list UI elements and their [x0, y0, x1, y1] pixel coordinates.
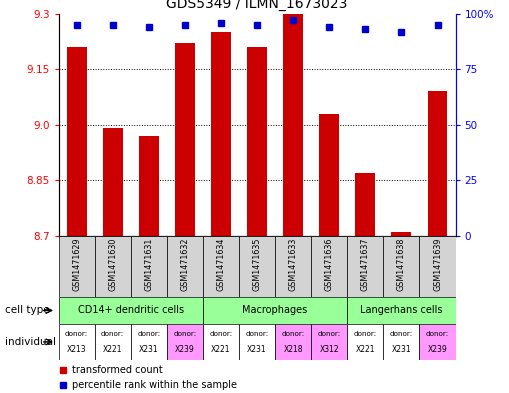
Bar [383, 236, 419, 297]
Text: Macrophages: Macrophages [242, 305, 308, 316]
Bar [203, 324, 239, 360]
Text: X221: X221 [356, 345, 375, 354]
Text: X231: X231 [247, 345, 267, 354]
Text: donor:: donor: [209, 331, 233, 337]
Text: donor:: donor: [173, 331, 196, 337]
Text: Langerhans cells: Langerhans cells [360, 305, 443, 316]
Text: donor:: donor: [318, 331, 341, 337]
Bar [275, 324, 311, 360]
Bar [131, 324, 167, 360]
Text: transformed count: transformed count [72, 365, 163, 375]
Text: X239: X239 [428, 345, 447, 354]
Bar [175, 43, 195, 236]
Text: GSM1471633: GSM1471633 [289, 238, 298, 291]
Bar [103, 129, 123, 236]
Text: donor:: donor: [426, 331, 449, 337]
Text: GSM1471635: GSM1471635 [252, 238, 262, 291]
Bar [167, 236, 203, 297]
Text: GSM1471637: GSM1471637 [361, 238, 370, 291]
Bar [319, 114, 339, 236]
Title: GDS5349 / ILMN_1673023: GDS5349 / ILMN_1673023 [166, 0, 348, 11]
Text: donor:: donor: [390, 331, 413, 337]
Bar [347, 236, 383, 297]
Bar [311, 324, 347, 360]
Text: donor:: donor: [245, 331, 269, 337]
Bar [95, 236, 131, 297]
Bar [95, 324, 131, 360]
Text: X221: X221 [211, 345, 231, 354]
Text: individual: individual [5, 337, 56, 347]
Bar [239, 324, 275, 360]
Text: donor:: donor: [101, 331, 124, 337]
Text: donor:: donor: [137, 331, 160, 337]
Text: CD14+ dendritic cells: CD14+ dendritic cells [78, 305, 184, 316]
Bar [211, 32, 231, 236]
Text: X239: X239 [175, 345, 195, 354]
Bar [355, 173, 375, 236]
Text: X231: X231 [139, 345, 159, 354]
Bar [419, 236, 456, 297]
Text: X221: X221 [103, 345, 123, 354]
Bar [203, 297, 347, 324]
Bar [428, 92, 447, 236]
Bar [67, 47, 87, 236]
Bar [167, 324, 203, 360]
Bar [59, 297, 203, 324]
Bar [383, 324, 419, 360]
Text: donor:: donor: [354, 331, 377, 337]
Text: X312: X312 [320, 345, 339, 354]
Text: GSM1471636: GSM1471636 [325, 238, 334, 291]
Bar [131, 236, 167, 297]
Bar [275, 236, 311, 297]
Text: X218: X218 [284, 345, 303, 354]
Bar [239, 236, 275, 297]
Bar [311, 236, 347, 297]
Text: GSM1471629: GSM1471629 [72, 238, 81, 291]
Text: cell type: cell type [5, 305, 50, 316]
Bar [247, 47, 267, 236]
Bar [347, 324, 383, 360]
Text: donor:: donor: [281, 331, 305, 337]
Text: GSM1471630: GSM1471630 [108, 238, 117, 291]
Text: GSM1471632: GSM1471632 [180, 238, 189, 291]
Bar [391, 232, 411, 236]
Text: percentile rank within the sample: percentile rank within the sample [72, 380, 237, 389]
Bar [419, 324, 456, 360]
Bar [283, 14, 303, 236]
Text: X231: X231 [391, 345, 411, 354]
Text: GSM1471631: GSM1471631 [144, 238, 153, 291]
Text: GSM1471634: GSM1471634 [216, 238, 225, 291]
Text: GSM1471638: GSM1471638 [397, 238, 406, 291]
Bar [139, 136, 159, 236]
Bar [347, 297, 456, 324]
Text: GSM1471639: GSM1471639 [433, 238, 442, 291]
Bar [203, 236, 239, 297]
Bar [59, 236, 95, 297]
Text: donor:: donor: [65, 331, 88, 337]
Bar [59, 324, 95, 360]
Text: X213: X213 [67, 345, 87, 354]
